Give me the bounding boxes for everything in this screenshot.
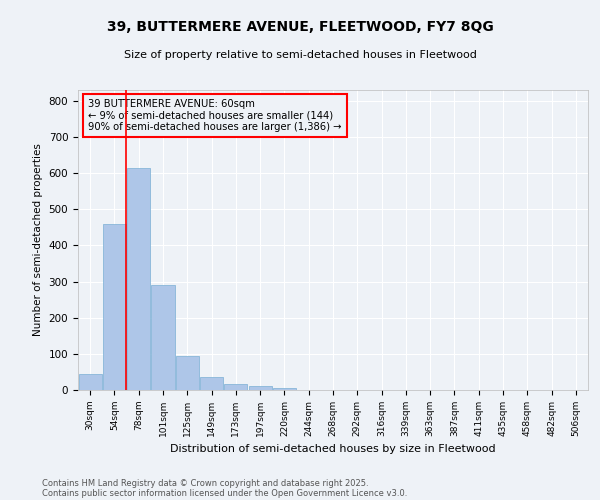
Text: Contains HM Land Registry data © Crown copyright and database right 2025.: Contains HM Land Registry data © Crown c…: [42, 478, 368, 488]
Bar: [248, 386, 272, 390]
Text: Size of property relative to semi-detached houses in Fleetwood: Size of property relative to semi-detach…: [124, 50, 476, 60]
Bar: [224, 384, 247, 390]
Text: 39, BUTTERMERE AVENUE, FLEETWOOD, FY7 8QG: 39, BUTTERMERE AVENUE, FLEETWOOD, FY7 8Q…: [107, 20, 493, 34]
Text: 39 BUTTERMERE AVENUE: 60sqm
← 9% of semi-detached houses are smaller (144)
90% o: 39 BUTTERMERE AVENUE: 60sqm ← 9% of semi…: [88, 99, 342, 132]
Bar: [79, 374, 101, 390]
Bar: [127, 168, 150, 390]
Y-axis label: Number of semi-detached properties: Number of semi-detached properties: [33, 144, 43, 336]
Bar: [176, 356, 199, 390]
Bar: [103, 224, 126, 390]
Text: Contains public sector information licensed under the Open Government Licence v3: Contains public sector information licen…: [42, 488, 407, 498]
Bar: [273, 388, 296, 390]
Bar: [151, 285, 175, 390]
Bar: [200, 376, 223, 390]
X-axis label: Distribution of semi-detached houses by size in Fleetwood: Distribution of semi-detached houses by …: [170, 444, 496, 454]
